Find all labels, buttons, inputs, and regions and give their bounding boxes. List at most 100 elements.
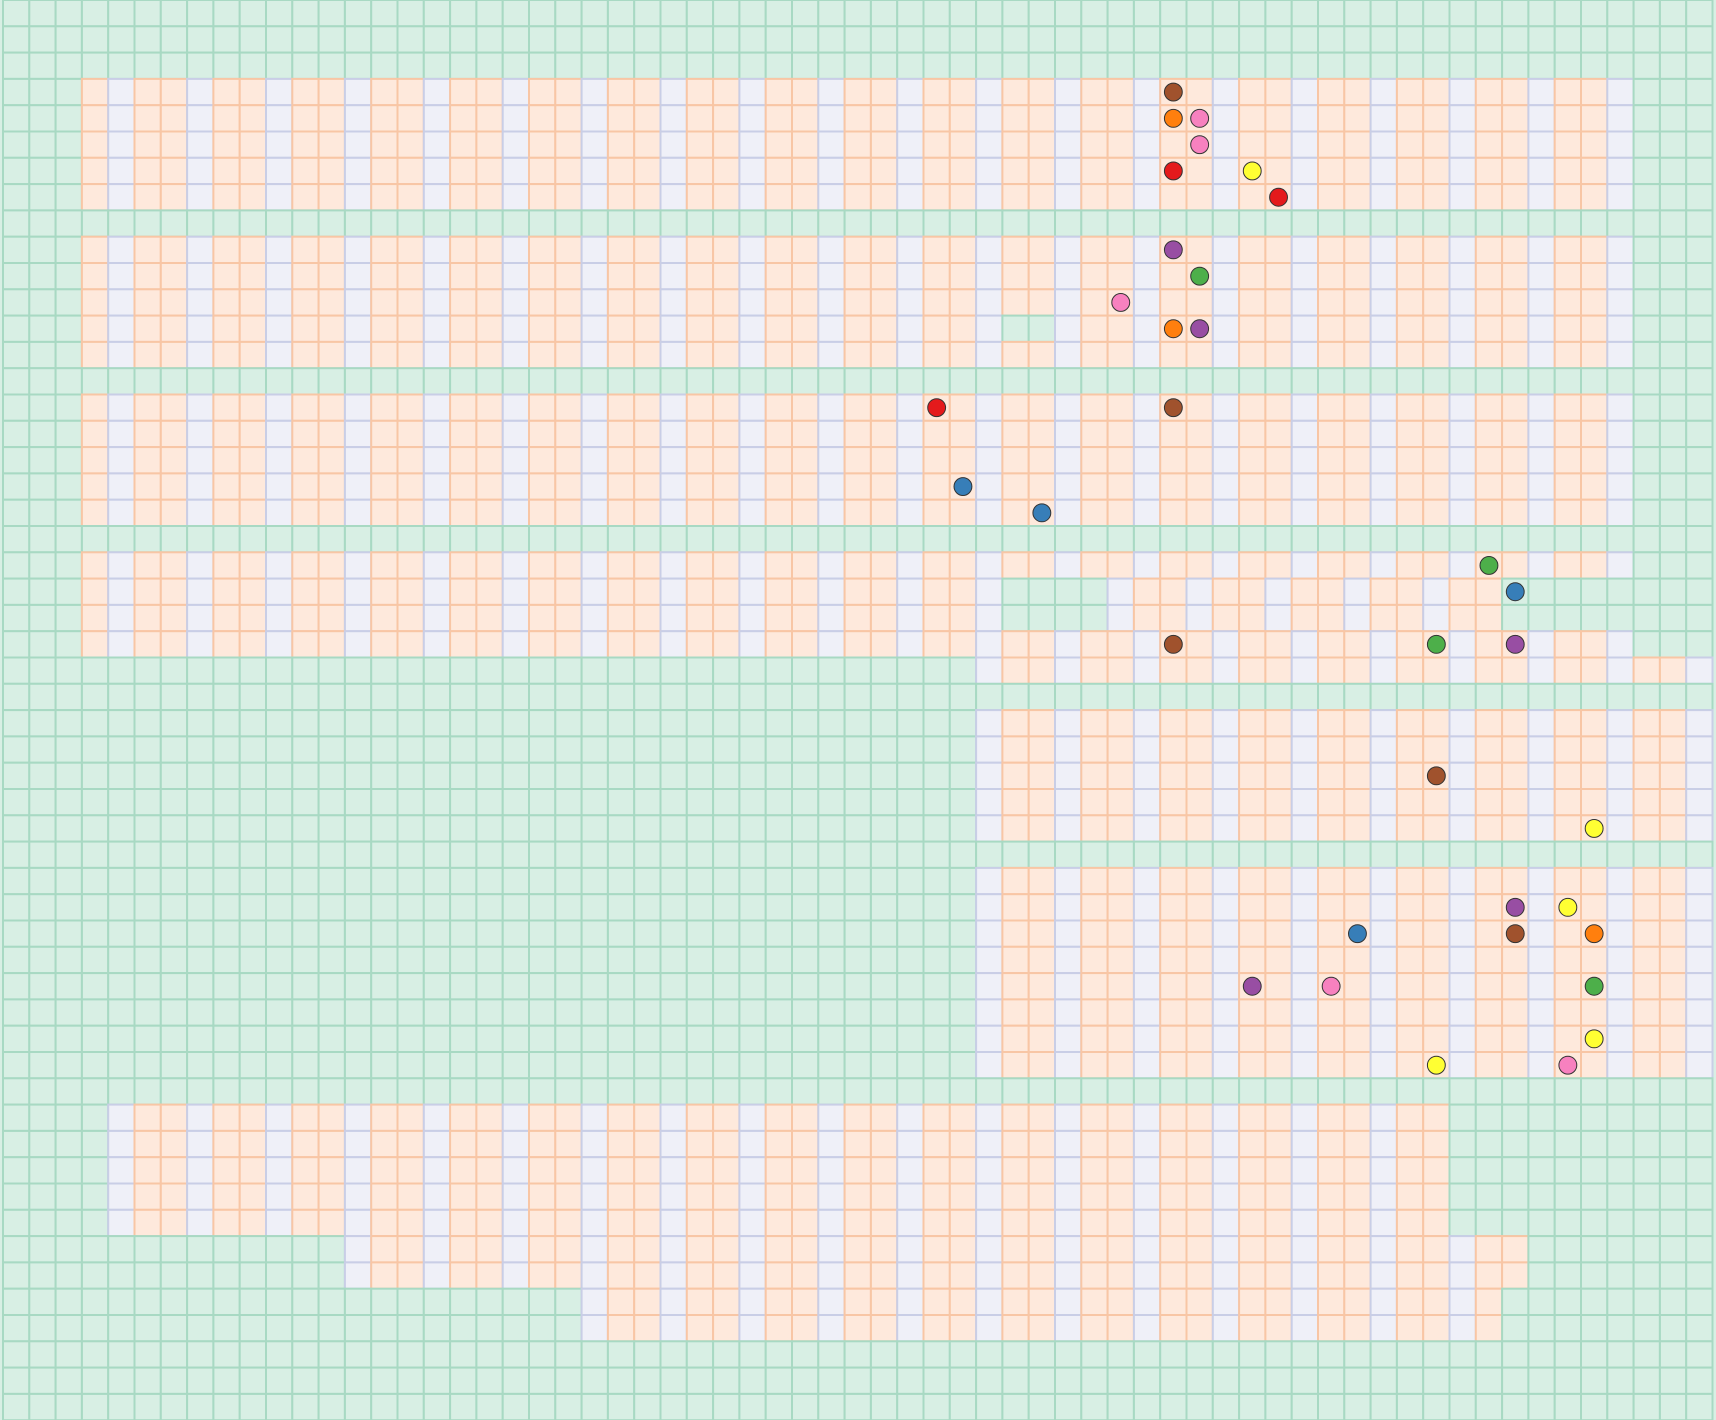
outside-cell[interactable]	[1211, 367, 1241, 396]
outside-cell[interactable]	[685, 1366, 715, 1395]
aisle-cell[interactable]	[1211, 998, 1241, 1027]
outside-cell[interactable]	[396, 814, 425, 843]
outside-cell[interactable]	[1580, 209, 1609, 238]
outside-cell[interactable]	[528, 1287, 557, 1316]
outside-cell[interactable]	[80, 1235, 110, 1264]
aisle-cell[interactable]	[975, 77, 1004, 107]
floor-cell[interactable]	[212, 288, 241, 317]
outside-cell[interactable]	[54, 577, 83, 606]
aisle-cell[interactable]	[1448, 1314, 1477, 1343]
floor-cell[interactable]	[1106, 340, 1135, 370]
floor-cell[interactable]	[159, 340, 189, 370]
outside-cell[interactable]	[1527, 1392, 1556, 1420]
outside-cell[interactable]	[212, 525, 241, 554]
outside-cell[interactable]	[343, 1024, 373, 1053]
floor-cell[interactable]	[1264, 419, 1293, 449]
outside-cell[interactable]	[1001, 603, 1030, 633]
floor-cell[interactable]	[1238, 1103, 1267, 1132]
floor-cell[interactable]	[1027, 1235, 1056, 1264]
outside-cell[interactable]	[1132, 367, 1162, 396]
outside-cell[interactable]	[1159, 1077, 1188, 1106]
outside-cell[interactable]	[2, 314, 31, 343]
outside-cell[interactable]	[817, 866, 846, 896]
floor-cell[interactable]	[1580, 998, 1609, 1027]
floor-cell[interactable]	[80, 551, 110, 580]
outside-cell[interactable]	[1080, 25, 1109, 54]
floor-cell[interactable]	[1632, 735, 1661, 764]
outside-cell[interactable]	[1264, 1340, 1293, 1369]
outside-cell[interactable]	[54, 735, 83, 764]
aisle-cell[interactable]	[343, 630, 373, 659]
outside-cell[interactable]	[1632, 77, 1661, 107]
floor-cell[interactable]	[1159, 761, 1188, 791]
outside-cell[interactable]	[1159, 209, 1188, 238]
outside-cell[interactable]	[1238, 367, 1267, 396]
outside-cell[interactable]	[1658, 1077, 1688, 1106]
aisle-cell[interactable]	[186, 1103, 215, 1132]
floor-cell[interactable]	[1395, 1182, 1425, 1211]
floor-cell[interactable]	[1317, 77, 1346, 107]
aisle-cell[interactable]	[896, 262, 925, 291]
outside-cell[interactable]	[633, 367, 662, 396]
floor-cell[interactable]	[633, 1156, 662, 1185]
outside-cell[interactable]	[2, 288, 31, 317]
outside-cell[interactable]	[817, 25, 846, 54]
outside-cell[interactable]	[54, 209, 83, 238]
floor-cell[interactable]	[1159, 1182, 1188, 1211]
floor-cell[interactable]	[606, 1182, 636, 1211]
outside-cell[interactable]	[869, 814, 899, 843]
outside-cell[interactable]	[54, 1261, 83, 1290]
floor-cell[interactable]	[1553, 919, 1582, 948]
outside-cell[interactable]	[1132, 25, 1162, 54]
outside-cell[interactable]	[212, 735, 241, 764]
aisle-cell[interactable]	[1527, 630, 1556, 659]
floor-cell[interactable]	[606, 288, 636, 317]
floor-cell[interactable]	[922, 235, 951, 264]
outside-cell[interactable]	[159, 682, 189, 712]
outside-cell[interactable]	[1685, 446, 1714, 475]
outside-cell[interactable]	[1658, 630, 1688, 659]
floor-cell[interactable]	[1080, 972, 1109, 1001]
outside-cell[interactable]	[1632, 1235, 1661, 1264]
aisle-cell[interactable]	[1054, 288, 1083, 317]
floor-cell[interactable]	[1343, 288, 1372, 317]
aisle-cell[interactable]	[975, 1103, 1004, 1132]
outside-cell[interactable]	[291, 761, 320, 791]
outside-cell[interactable]	[475, 0, 504, 28]
outside-cell[interactable]	[28, 1314, 57, 1343]
outside-cell[interactable]	[712, 1366, 741, 1395]
aisle-cell[interactable]	[501, 630, 531, 659]
outside-cell[interactable]	[343, 1392, 373, 1420]
aisle-cell[interactable]	[975, 1156, 1004, 1185]
outside-cell[interactable]	[948, 1024, 978, 1053]
aisle-cell[interactable]	[1132, 998, 1162, 1027]
outside-cell[interactable]	[396, 972, 425, 1001]
aisle-cell[interactable]	[659, 1235, 688, 1264]
aisle-cell[interactable]	[265, 156, 294, 186]
outside-cell[interactable]	[1290, 525, 1319, 554]
outside-cell[interactable]	[843, 709, 872, 738]
aisle-cell[interactable]	[1290, 788, 1319, 817]
outside-cell[interactable]	[1264, 1392, 1293, 1420]
floor-cell[interactable]	[1264, 814, 1293, 843]
outside-cell[interactable]	[896, 866, 925, 896]
floor-cell[interactable]	[554, 104, 583, 133]
floor-cell[interactable]	[1658, 735, 1688, 764]
outside-cell[interactable]	[1501, 51, 1530, 80]
outside-cell[interactable]	[1422, 209, 1451, 238]
outside-cell[interactable]	[606, 866, 636, 896]
floor-cell[interactable]	[396, 235, 425, 264]
floor-cell[interactable]	[1343, 1261, 1372, 1290]
outside-cell[interactable]	[1606, 1340, 1635, 1369]
aisle-cell[interactable]	[975, 156, 1004, 186]
floor-cell[interactable]	[1238, 1024, 1267, 1053]
aisle-cell[interactable]	[1211, 446, 1241, 475]
outside-cell[interactable]	[238, 682, 267, 712]
floor-cell[interactable]	[1027, 472, 1056, 501]
outside-cell[interactable]	[28, 183, 57, 212]
outside-cell[interactable]	[659, 0, 688, 28]
outside-cell[interactable]	[159, 51, 189, 80]
outside-cell[interactable]	[449, 525, 478, 554]
floor-cell[interactable]	[712, 577, 741, 606]
